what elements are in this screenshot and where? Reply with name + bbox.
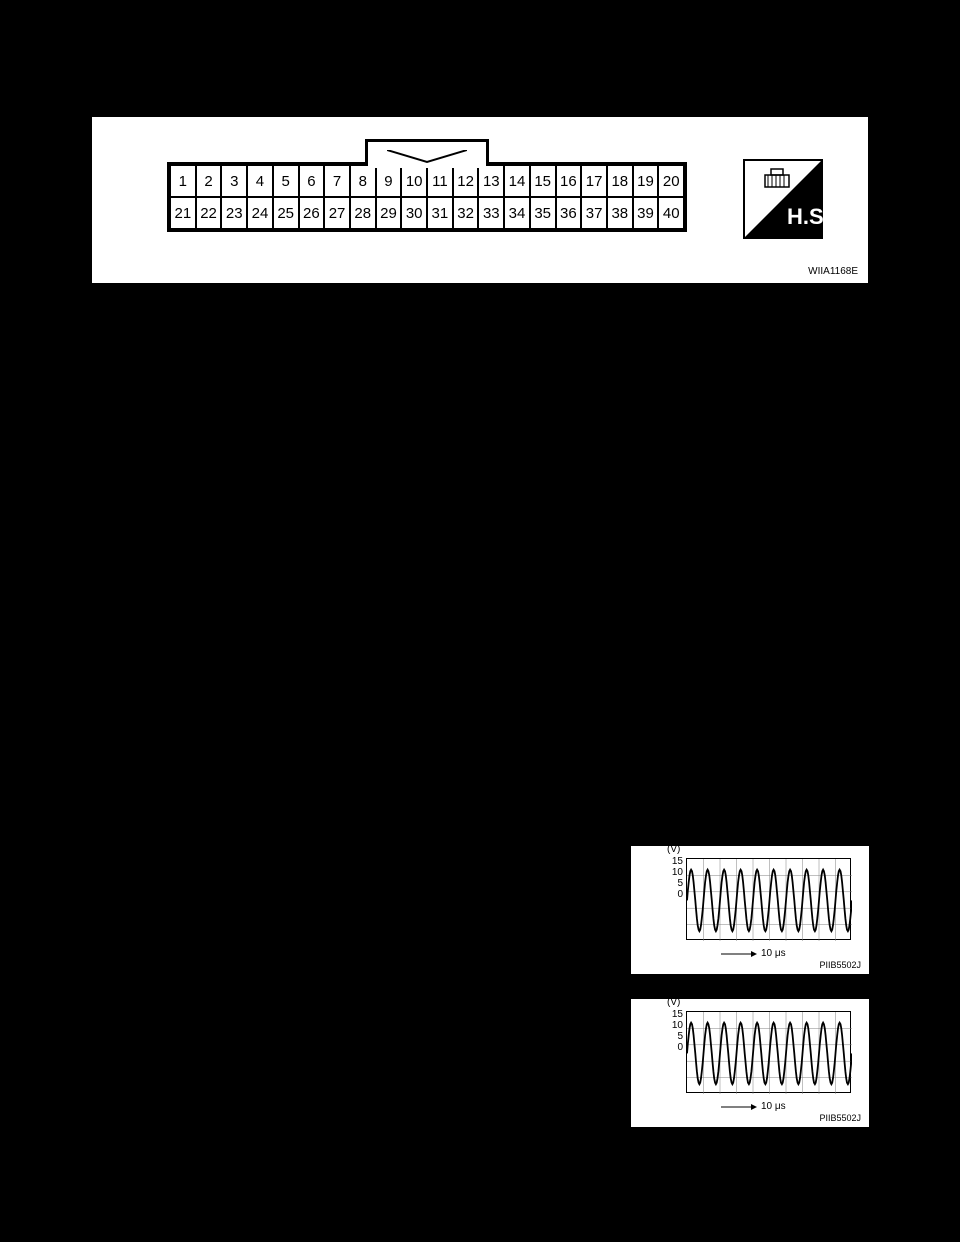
waveform1-ytick: 15: [653, 856, 683, 867]
pin-cell: 25: [273, 197, 299, 229]
hs-badge: H.S.: [743, 159, 823, 239]
pin-row-bottom: 21 22 23 24 25 26 27 28 29 30 31 32 33 3…: [170, 197, 684, 229]
pin-cell: 12: [453, 165, 479, 197]
waveform2-y-unit: (V): [667, 997, 680, 1008]
pin-cell: 11: [427, 165, 453, 197]
connector-panel-code: WIIA1168E: [808, 266, 858, 277]
pin-cell: 40: [658, 197, 684, 229]
waveform2-ytick: 10: [653, 1020, 683, 1031]
pin-cell: 6: [299, 165, 325, 197]
waveform2-grid: [686, 1011, 851, 1093]
pin-cell: 36: [556, 197, 582, 229]
pin-cell: 2: [196, 165, 222, 197]
connector-tab-notch: [387, 150, 467, 166]
pin-cell: 7: [324, 165, 350, 197]
pin-cell: 30: [401, 197, 427, 229]
waveform1-ytick: 5: [653, 878, 683, 889]
waveform2-y-ticks: 15 10 5 0: [653, 1009, 683, 1053]
waveform2-x-label: 10 μs: [721, 1101, 786, 1112]
pin-cell: 1: [170, 165, 196, 197]
pin-cell: 14: [504, 165, 530, 197]
waveform1-y-unit: (V): [667, 844, 680, 855]
waveform1-code: PIIB5502J: [819, 960, 861, 970]
connector-panel: 1 2 3 4 5 6 7 8 9 10 11 12 13 14 15 16 1…: [90, 115, 870, 285]
pin-cell: 5: [273, 165, 299, 197]
waveform2-ytick: 0: [653, 1042, 683, 1053]
pin-cell: 16: [556, 165, 582, 197]
pin-cell: 10: [401, 165, 427, 197]
waveform1-grid: [686, 858, 851, 940]
pin-cell: 34: [504, 197, 530, 229]
waveform1-ytick: 0: [653, 889, 683, 900]
pin-cell: 38: [607, 197, 633, 229]
connector-tab: [365, 139, 489, 165]
pin-cell: 23: [221, 197, 247, 229]
pin-cell: 26: [299, 197, 325, 229]
pin-row-top: 1 2 3 4 5 6 7 8 9 10 11 12 13 14 15 16 1…: [170, 165, 684, 197]
pin-cell: 4: [247, 165, 273, 197]
pin-cell: 37: [581, 197, 607, 229]
pin-cell: 35: [530, 197, 556, 229]
waveform2-ytick: 5: [653, 1031, 683, 1042]
pin-cell: 31: [427, 197, 453, 229]
pin-cell: 28: [350, 197, 376, 229]
waveform1-x-label: 10 μs: [721, 948, 786, 959]
waveform1-ytick: 10: [653, 867, 683, 878]
pin-cell: 33: [478, 197, 504, 229]
waveform2-x-label-text: 10 μs: [761, 1101, 786, 1112]
waveform1-y-ticks: 15 10 5 0: [653, 856, 683, 900]
pin-cell: 3: [221, 165, 247, 197]
waveform-panel-1: (V) 15 10 5 0 10 μs PIIB5502J: [630, 845, 870, 975]
pin-cell: 15: [530, 165, 556, 197]
pin-cell: 9: [376, 165, 402, 197]
pin-cell: 27: [324, 197, 350, 229]
pin-cell: 29: [376, 197, 402, 229]
pin-cell: 17: [581, 165, 607, 197]
pin-cell: 24: [247, 197, 273, 229]
pin-cell: 18: [607, 165, 633, 197]
pin-cell: 32: [453, 197, 479, 229]
pin-cell: 39: [633, 197, 659, 229]
waveform2-code: PIIB5502J: [819, 1113, 861, 1123]
waveform2-ytick: 15: [653, 1009, 683, 1020]
pin-cell: 22: [196, 197, 222, 229]
hs-label-text: H.S.: [787, 204, 823, 229]
pin-cell: 20: [658, 165, 684, 197]
pin-cell: 8: [350, 165, 376, 197]
pin-cell: 13: [478, 165, 504, 197]
pin-cell: 21: [170, 197, 196, 229]
waveform-panel-2: (V) 15 10 5 0 10 μs PIIB5502J: [630, 998, 870, 1128]
waveform1-x-label-text: 10 μs: [761, 948, 786, 959]
pin-cell: 19: [633, 165, 659, 197]
connector-pin-grid: 1 2 3 4 5 6 7 8 9 10 11 12 13 14 15 16 1…: [167, 162, 687, 232]
